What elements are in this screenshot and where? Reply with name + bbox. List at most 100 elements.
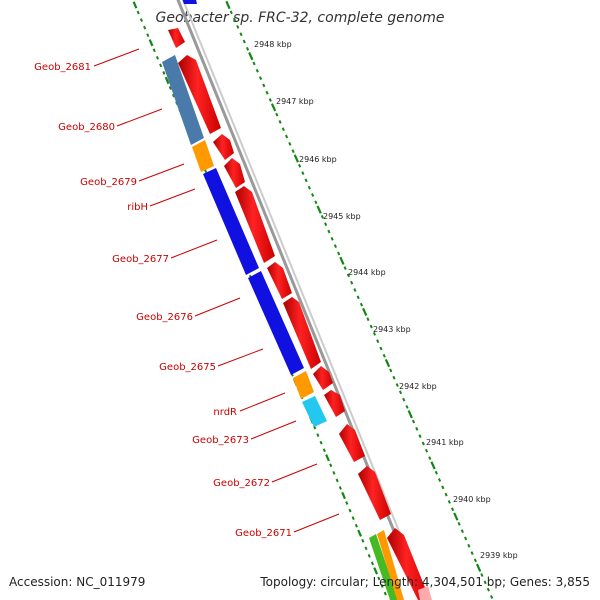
- track-tick: [379, 346, 383, 351]
- track-tick: [470, 551, 474, 555]
- track-tick: [341, 491, 346, 500]
- gene-label: Geob_2675: [159, 362, 216, 373]
- track-tick: [428, 456, 432, 460]
- track-tick: [168, 86, 172, 90]
- track-tick: [444, 492, 448, 497]
- track-tick: [316, 433, 320, 437]
- gene-feature: [283, 297, 321, 369]
- gene-feature: [213, 134, 234, 160]
- kbp-label: 2947 kbp: [276, 97, 314, 106]
- track-tick: [447, 500, 451, 504]
- track-tick: [345, 501, 349, 505]
- track-tick: [288, 141, 292, 146]
- track-tick: [248, 52, 254, 61]
- track-tick: [132, 1, 138, 9]
- gene-label: Geob_2680: [58, 122, 115, 133]
- track-tick: [325, 454, 330, 462]
- track-tick: [364, 546, 368, 551]
- track-tick: [338, 486, 342, 490]
- track-tick: [327, 229, 331, 234]
- gene-label: Geob_2673: [192, 435, 249, 446]
- track-tick: [402, 397, 406, 402]
- kbp-labels: 2948 kbp 2947 kbp 2946 kbp 2945 kbp 2944…: [254, 40, 518, 560]
- track-tick: [411, 419, 416, 424]
- track-tick: [480, 573, 484, 577]
- reverse-strand-genes: [162, 0, 404, 600]
- forward-strand-genes: [168, 28, 432, 600]
- track-tick: [324, 222, 328, 227]
- track-tick: [392, 375, 396, 380]
- track-tick: [319, 440, 323, 445]
- gene-feature: [377, 530, 404, 600]
- track-tick: [314, 200, 318, 205]
- track-tick: [356, 295, 360, 300]
- gene-feature: [418, 586, 432, 600]
- gene-feature: [302, 396, 327, 427]
- kbp-label: 2946 kbp: [299, 155, 337, 164]
- track-tick: [343, 266, 347, 270]
- kbp-label: 2942 kbp: [399, 382, 437, 391]
- track-tick: [152, 48, 156, 53]
- track-tick: [405, 405, 409, 409]
- track-tick: [473, 558, 477, 563]
- track-tick: [373, 567, 379, 575]
- track-tick: [339, 256, 345, 265]
- topology-text: Topology: circular; Length: 4,304,501 bp…: [259, 575, 590, 589]
- gene-label-leaders: [93, 48, 340, 533]
- kbp-label: 2940 kbp: [453, 495, 491, 504]
- kbp-label: 2945 kbp: [323, 212, 361, 221]
- track-tick: [232, 17, 237, 22]
- gene-label: Geob_2671: [235, 528, 292, 539]
- gene-feature: [267, 262, 292, 299]
- track-tick: [357, 529, 362, 537]
- track-tick: [265, 90, 269, 95]
- track-tick: [311, 193, 315, 197]
- track-tick: [255, 68, 259, 73]
- gene-label: nrdR: [213, 407, 237, 418]
- track-tick: [382, 353, 386, 358]
- kbp-label: 2944 kbp: [348, 268, 386, 277]
- track-tick: [270, 103, 277, 112]
- track-tick: [362, 307, 368, 317]
- gene-label: Geob_2672: [213, 478, 270, 489]
- track-tick: [322, 448, 326, 453]
- gene-feature: [203, 168, 259, 275]
- gene-label: Geob_2677: [112, 254, 169, 265]
- track-tick: [457, 521, 461, 526]
- map-title: Geobacter sp. FRC-32, complete genome: [156, 10, 445, 26]
- track-tick: [424, 448, 429, 453]
- track-tick: [366, 317, 370, 322]
- gene-feature: [168, 28, 185, 48]
- track-tick: [320, 215, 324, 219]
- track-tick: [242, 39, 246, 44]
- kbp-label: 2939 kbp: [480, 551, 518, 560]
- accession-text: Accession: NC_011979: [9, 575, 145, 589]
- track-tick: [395, 383, 399, 387]
- gene-feature: [293, 371, 314, 399]
- gene-label: ribH: [127, 202, 148, 213]
- track-tick: [434, 470, 438, 475]
- track-tick: [333, 244, 337, 249]
- track-tick: [307, 185, 311, 190]
- gene-feature: [324, 390, 345, 417]
- track-tick: [460, 529, 464, 534]
- track-tick: [353, 288, 357, 292]
- track-tick: [348, 508, 352, 513]
- track-tick: [369, 324, 373, 329]
- gene-feature: [162, 55, 204, 145]
- gene-feature: [224, 158, 245, 188]
- track-tick: [316, 205, 322, 214]
- track-tick: [291, 149, 295, 154]
- track-tick: [148, 39, 154, 47]
- track-tick: [361, 538, 365, 543]
- track-tick: [354, 523, 358, 528]
- track-tick: [367, 554, 371, 558]
- track-tick: [164, 76, 170, 85]
- track-tick: [337, 251, 341, 256]
- track-tick: [370, 561, 374, 566]
- track-tick: [285, 134, 289, 139]
- track-tick: [159, 63, 163, 68]
- track-tick: [332, 470, 336, 475]
- gene-feature: [178, 55, 221, 134]
- gene-label: Geob_2676: [136, 312, 193, 323]
